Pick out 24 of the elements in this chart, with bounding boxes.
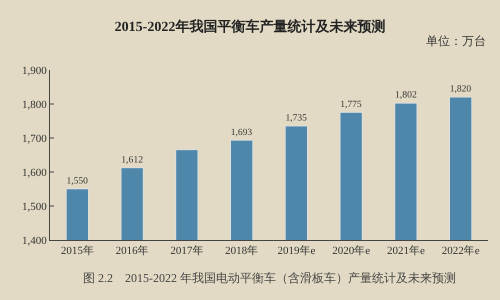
x-tick-label: 2016年 (116, 245, 149, 258)
x-tick-label: 2021年e (386, 245, 425, 258)
data-label: 1,612 (121, 154, 144, 166)
x-tick-label: 2015年 (60, 245, 94, 258)
y-tick-label: 1,500 (22, 200, 48, 213)
caption: 图 2.2 2015-2022 年我国电动平衡车（含滑板车）产量统计及未来预测 (83, 271, 456, 285)
data-label: 1,802 (394, 90, 417, 101)
y-tick-label: 1,700 (22, 132, 48, 145)
y-tick-label: 1,800 (22, 98, 48, 111)
y-tick-label: 1,900 (22, 64, 48, 77)
x-tick-label: 2022年e (442, 245, 480, 258)
y-tick-label: 1,400 (22, 234, 48, 247)
x-tick-label: 2020年e (332, 245, 370, 258)
x-tick-label: 2018年 (225, 245, 258, 258)
data-label: 1,775 (340, 98, 362, 110)
x-tick-label: 2019年e (277, 245, 316, 258)
data-label: 1,820 (450, 84, 472, 95)
x-tick-label: 2017年 (170, 245, 204, 258)
y-tick-label: 1,600 (22, 166, 48, 179)
data-label: 1,693 (230, 126, 252, 138)
chart-title: 2015-2022年我国平衡车产量统计及未来预测 (114, 18, 386, 35)
data-label: 1,735 (285, 112, 308, 124)
data-label: 1,550 (66, 175, 88, 186)
chart-subtitle: 单位：万台 (426, 34, 486, 48)
